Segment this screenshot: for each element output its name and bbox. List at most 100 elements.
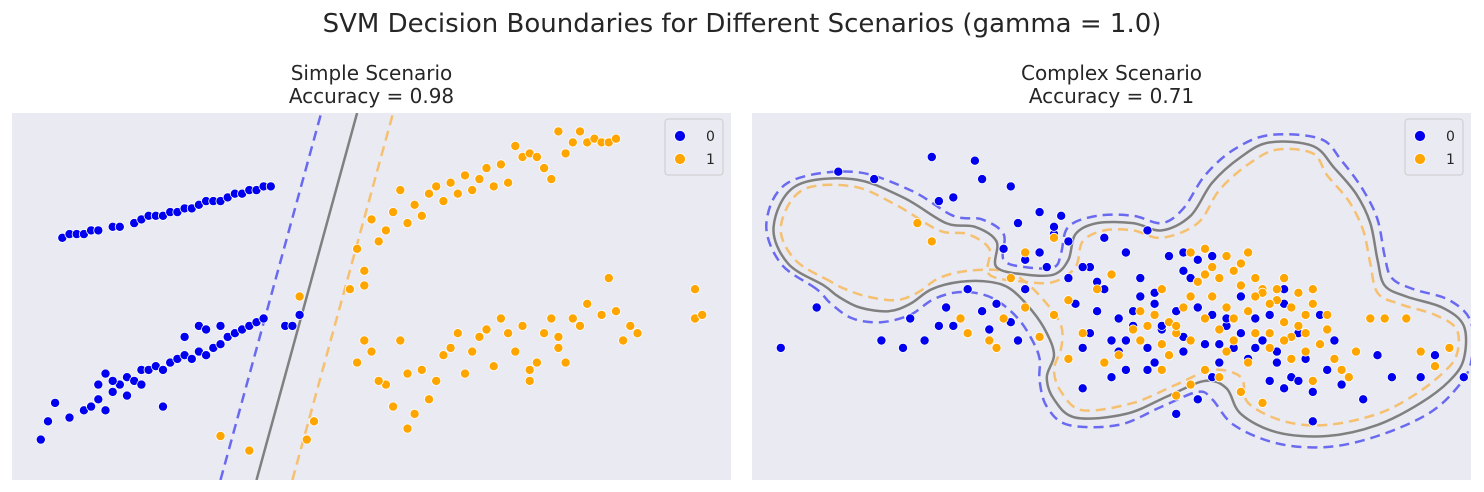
- point-class-1: [1243, 357, 1254, 368]
- point-class-0: [64, 412, 75, 423]
- point-class-0: [977, 306, 988, 317]
- point-class-1: [611, 306, 622, 317]
- point-class-1: [1135, 306, 1146, 317]
- point-class-0: [93, 379, 104, 390]
- point-class-1: [1200, 269, 1211, 280]
- point-class-1: [1034, 331, 1045, 342]
- point-class-1: [352, 357, 363, 368]
- decision-boundary-line: [772, 140, 1468, 438]
- point-class-1: [1077, 328, 1088, 339]
- point-class-1: [1250, 328, 1261, 339]
- legend: 01: [1404, 118, 1464, 176]
- point-class-1: [388, 207, 399, 218]
- point-class-0: [1149, 357, 1160, 368]
- point-class-0: [1372, 350, 1383, 361]
- point-class-1: [395, 185, 406, 196]
- point-class-1: [632, 328, 643, 339]
- point-class-1: [402, 368, 413, 379]
- point-class-0: [962, 284, 973, 295]
- point-class-1: [1307, 298, 1318, 309]
- point-class-1: [1322, 309, 1333, 320]
- point-class-1: [553, 342, 564, 353]
- point-class-0: [1336, 379, 1347, 390]
- point-class-0: [93, 394, 104, 405]
- point-class-0: [933, 196, 944, 207]
- point-class-1: [344, 284, 355, 295]
- point-class-0: [35, 434, 46, 445]
- point-class-0: [933, 320, 944, 331]
- point-class-1: [359, 335, 370, 346]
- point-class-1: [1264, 342, 1275, 353]
- point-class-0: [1171, 408, 1182, 419]
- point-class-1: [553, 331, 564, 342]
- legend-marker-0: [674, 130, 686, 142]
- point-class-0: [122, 390, 133, 401]
- point-class-1: [244, 445, 255, 456]
- point-class-0: [948, 192, 959, 203]
- point-class-0: [1005, 181, 1016, 192]
- point-class-1: [611, 133, 622, 144]
- point-class-1: [1329, 353, 1340, 364]
- point-class-1: [1156, 339, 1167, 350]
- point-class-0: [833, 166, 844, 177]
- point-class-1: [423, 188, 434, 199]
- point-class-1: [395, 335, 406, 346]
- point-class-0: [93, 225, 104, 236]
- point-class-0: [905, 313, 916, 324]
- series-0: [775, 151, 1469, 427]
- point-class-1: [1207, 262, 1218, 273]
- point-class-1: [488, 181, 499, 192]
- point-class-1: [1005, 273, 1016, 284]
- point-class-0: [1135, 273, 1146, 284]
- point-class-1: [582, 298, 593, 309]
- point-class-1: [459, 170, 470, 181]
- point-class-1: [366, 346, 377, 357]
- point-class-1: [955, 313, 966, 324]
- point-class-1: [1279, 317, 1290, 328]
- point-class-1: [438, 350, 449, 361]
- point-class-1: [1099, 357, 1110, 368]
- point-class-0: [1458, 372, 1469, 383]
- point-class-1: [215, 430, 226, 441]
- point-class-1: [1257, 397, 1268, 408]
- point-class-0: [1077, 342, 1088, 353]
- point-class-1: [1185, 335, 1196, 346]
- point-class-1: [510, 346, 521, 357]
- point-class-1: [1415, 346, 1426, 357]
- point-class-1: [459, 368, 470, 379]
- point-class-1: [575, 126, 586, 137]
- point-class-1: [1164, 350, 1175, 361]
- point-class-1: [1156, 364, 1167, 375]
- point-class-1: [1444, 342, 1455, 353]
- point-class-0: [998, 243, 1009, 254]
- point-class-1: [524, 375, 535, 386]
- point-class-1: [388, 401, 399, 412]
- point-class-0: [1178, 346, 1189, 357]
- series-1: [215, 126, 708, 456]
- point-class-1: [1200, 364, 1211, 375]
- point-class-1: [1250, 291, 1261, 302]
- point-class-0: [1113, 313, 1124, 324]
- point-class-0: [1013, 218, 1024, 229]
- point-class-1: [1264, 328, 1275, 339]
- point-class-0: [1214, 339, 1225, 350]
- point-class-1: [1228, 313, 1239, 324]
- point-class-1: [495, 313, 506, 324]
- point-class-0: [1063, 273, 1074, 284]
- point-class-0: [157, 364, 168, 375]
- point-class-1: [1293, 320, 1304, 331]
- point-class-1: [1214, 324, 1225, 335]
- point-class-0: [287, 320, 298, 331]
- point-class-1: [567, 313, 578, 324]
- point-class-1: [1156, 284, 1167, 295]
- point-class-1: [560, 148, 571, 159]
- point-class-1: [1221, 302, 1232, 313]
- point-class-1: [481, 324, 492, 335]
- point-class-1: [1020, 302, 1031, 313]
- point-class-0: [1056, 210, 1067, 221]
- point-class-0: [1386, 372, 1397, 383]
- point-class-1: [1049, 309, 1060, 320]
